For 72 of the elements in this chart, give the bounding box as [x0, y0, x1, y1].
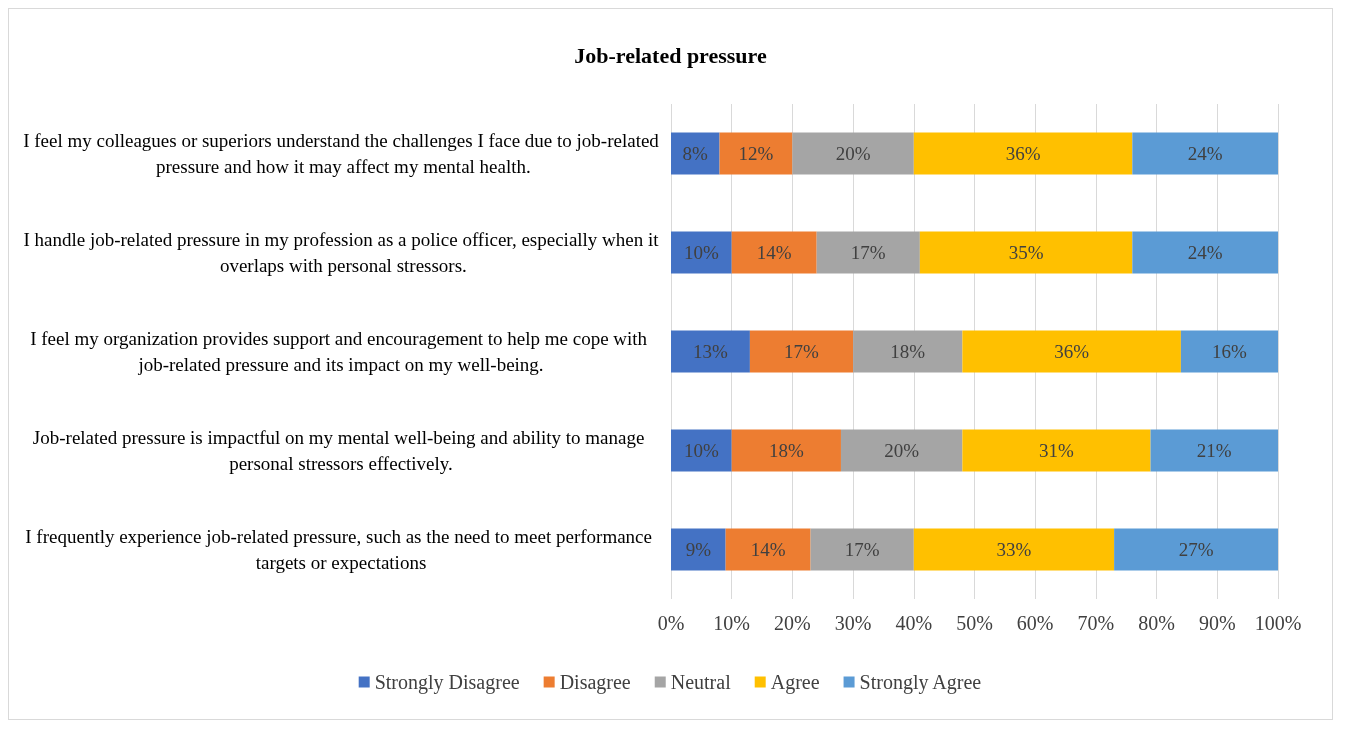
data-label: 18% — [890, 341, 926, 362]
chart-title: Job-related pressure — [574, 42, 767, 68]
data-label: 12% — [738, 143, 774, 164]
bar — [719, 132, 793, 175]
data-label: 14% — [756, 242, 792, 263]
bar — [731, 231, 817, 274]
data-label: 21% — [1196, 440, 1232, 461]
bar — [1114, 528, 1278, 571]
data-label: 24% — [1187, 242, 1223, 263]
data-label: 10% — [683, 242, 719, 263]
x-tick-label: 20% — [774, 612, 811, 634]
data-label: 17% — [784, 341, 820, 362]
bar — [919, 231, 1133, 274]
bar — [671, 528, 726, 571]
bar — [840, 429, 963, 472]
bar — [671, 231, 732, 274]
x-tick-label: 0% — [657, 612, 685, 634]
x-tick-label: 60% — [1016, 612, 1054, 634]
data-label: 18% — [768, 440, 804, 461]
bar — [816, 231, 920, 274]
bar — [962, 429, 1151, 472]
bar — [671, 429, 732, 472]
x-tick-label: 70% — [1077, 612, 1115, 634]
x-tick-label: 10% — [713, 612, 751, 634]
bar — [1180, 330, 1278, 373]
data-label: 14% — [750, 539, 786, 560]
bar — [792, 132, 914, 175]
y-tick-label: I frequently experience job-related pressure, such as the need to meet performance targets or expectations — [25, 526, 657, 573]
y-tick-label: I feel my colleagues or superiors understand the challenges I face due to job-related pressure and how it may affect my mental health. — [23, 130, 660, 177]
data-label: 16% — [1212, 341, 1248, 362]
bar — [1150, 429, 1278, 472]
y-tick-label: I handle job-related pressure in my profession as a police officer, especially when it overlaps with personal stressors. — [23, 229, 660, 276]
data-label: 27% — [1178, 539, 1214, 560]
x-tick-label: 40% — [895, 612, 933, 634]
bar — [810, 528, 914, 571]
bar — [731, 429, 841, 472]
data-label: 36% — [1005, 143, 1041, 164]
x-tick-label: 50% — [956, 612, 993, 634]
data-label: 8% — [682, 143, 709, 164]
data-label: 24% — [1187, 143, 1223, 164]
bar — [671, 132, 720, 175]
data-label: 20% — [884, 440, 920, 461]
legend-label: Agree — [770, 671, 820, 694]
bar — [725, 528, 811, 571]
data-label: 33% — [996, 539, 1032, 560]
data-label: 36% — [1054, 341, 1090, 362]
x-tick-label: 80% — [1138, 612, 1175, 634]
bar — [1132, 231, 1278, 274]
bar — [913, 132, 1133, 175]
bar — [962, 330, 1181, 373]
data-label: 9% — [685, 539, 712, 560]
y-tick-label: Job-related pressure is impactful on my mental well-being and ability to manage personal stressors effectively. — [32, 427, 650, 474]
data-label: 13% — [693, 341, 729, 362]
x-tick-label: 100% — [1254, 612, 1302, 634]
data-label: 35% — [1008, 242, 1044, 263]
data-label: 31% — [1039, 440, 1075, 461]
bar — [853, 330, 963, 373]
data-label: 17% — [844, 539, 880, 560]
bar — [913, 528, 1115, 571]
data-label: 17% — [850, 242, 886, 263]
legend-label: Strongly Disagree — [374, 671, 520, 694]
legend-label: Neutral — [670, 671, 732, 693]
data-label: 20% — [835, 143, 871, 164]
data-label: 10% — [683, 440, 719, 461]
x-tick-label: 30% — [834, 612, 872, 634]
legend-label: Strongly Agree — [859, 671, 982, 694]
bar — [749, 330, 854, 373]
legend-label: Disagree — [559, 671, 631, 694]
bar — [671, 330, 750, 373]
bar — [1132, 132, 1278, 175]
x-tick-label: 90% — [1198, 612, 1236, 634]
y-tick-label: I feel my organization provides support and encouragement to help me cope with job-related pressure and its impact on my well-being. — [30, 328, 652, 375]
